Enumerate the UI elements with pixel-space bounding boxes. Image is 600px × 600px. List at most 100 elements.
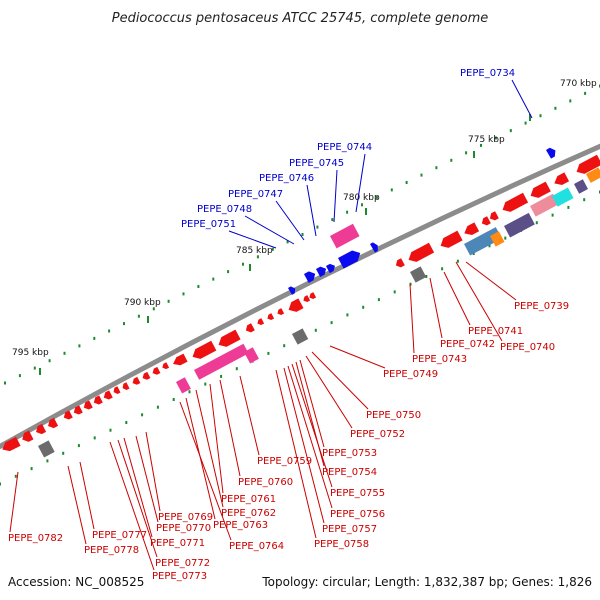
reverse-gene-shape bbox=[162, 362, 170, 370]
scale-tick bbox=[167, 299, 170, 303]
reverse-gene-label: PEPE_0742 bbox=[440, 339, 495, 350]
reverse-leader-line bbox=[443, 271, 471, 326]
reverse-gene bbox=[502, 192, 529, 212]
reverse-gene-shape bbox=[489, 211, 499, 221]
reverse-gene bbox=[288, 298, 304, 312]
reverse-gene-shape bbox=[245, 323, 255, 333]
reverse-gene bbox=[142, 371, 151, 380]
scale-tick bbox=[509, 129, 512, 133]
scale-tick bbox=[227, 270, 230, 274]
reverse-leader-line bbox=[117, 439, 158, 558]
inner-scale-tick bbox=[393, 290, 396, 294]
reverse-gene bbox=[277, 308, 285, 316]
scale-tick bbox=[450, 158, 453, 162]
forward-gene-shape bbox=[316, 266, 327, 277]
reverse-gene-shape bbox=[464, 222, 480, 236]
scale-tick bbox=[152, 307, 155, 311]
reverse-gene-label: PEPE_0771 bbox=[150, 538, 205, 549]
inner-scale-tick bbox=[125, 421, 128, 424]
forward-leader-line bbox=[511, 79, 533, 119]
forward-gene bbox=[338, 250, 361, 269]
inner-scale-tick bbox=[30, 467, 33, 471]
scale-tick bbox=[137, 314, 140, 318]
scale-tick bbox=[18, 374, 21, 378]
rna-feature-shape bbox=[292, 328, 309, 345]
reverse-gene-shape bbox=[218, 329, 241, 347]
scale-tick bbox=[420, 173, 423, 177]
forward-gene-label: PEPE_0745 bbox=[289, 158, 344, 169]
reverse-gene bbox=[576, 154, 600, 174]
reverse-gene bbox=[408, 242, 435, 262]
reverse-leader-line bbox=[9, 471, 19, 533]
reverse-gene-shape bbox=[576, 154, 600, 174]
scale-tick bbox=[4, 381, 6, 385]
reverse-gene-shape bbox=[309, 292, 317, 300]
scale-tick-label: 770 kbp bbox=[560, 79, 597, 89]
reverse-gene-shape bbox=[530, 181, 551, 198]
reverse-gene-label: PEPE_0759 bbox=[257, 456, 312, 467]
forward-gene-label: PEPE_0747 bbox=[228, 189, 283, 200]
reverse-gene bbox=[303, 295, 311, 303]
reverse-gene bbox=[122, 382, 130, 391]
reverse-leader-line bbox=[79, 461, 95, 530]
gene-labels: PEPE_0734 PEPE_0744 PEPE_0745 PEPE_0746 PEPE… bbox=[8, 68, 569, 582]
inner-scale-tick bbox=[330, 321, 333, 325]
reverse-gene-label: PEPE_0773 bbox=[152, 571, 207, 582]
gene-features bbox=[2, 147, 600, 458]
scale-tick bbox=[242, 262, 244, 266]
reverse-gene bbox=[22, 430, 34, 442]
reverse-gene-shape bbox=[63, 410, 73, 420]
reverse-gene-label: PEPE_0754 bbox=[322, 467, 377, 478]
major-tick bbox=[249, 264, 251, 271]
reverse-gene-label: PEPE_0752 bbox=[350, 429, 405, 440]
inner-scale-tick bbox=[488, 244, 491, 248]
scale-tick-label: 785 kbp bbox=[236, 246, 273, 256]
inner-scale-tick bbox=[14, 474, 17, 478]
misc-feature bbox=[530, 193, 559, 217]
reverse-gene bbox=[2, 436, 21, 452]
reverse-gene bbox=[36, 423, 47, 435]
reverse-leader-line bbox=[465, 261, 517, 301]
reverse-leader-line bbox=[109, 441, 155, 571]
reverse-gene bbox=[464, 222, 480, 236]
reverse-gene-shape bbox=[2, 436, 21, 452]
misc-feature-shape bbox=[504, 212, 535, 238]
reverse-gene-label: PEPE_0769 bbox=[158, 512, 213, 523]
reverse-leader-line bbox=[145, 431, 161, 512]
inner-scale-tick bbox=[504, 236, 507, 240]
inner-scale-tick bbox=[77, 444, 80, 448]
reverse-gene bbox=[152, 366, 161, 375]
inner-scale-tick bbox=[172, 398, 175, 401]
reverse-gene bbox=[63, 410, 73, 420]
scale-tick bbox=[78, 344, 81, 348]
reverse-gene bbox=[113, 386, 121, 395]
major-tick bbox=[473, 151, 475, 158]
reverse-gene-label: PEPE_0760 bbox=[238, 477, 293, 488]
reverse-gene bbox=[48, 417, 59, 429]
accession-text: Accession: NC_008525 bbox=[8, 575, 144, 589]
reverse-gene-shape bbox=[152, 366, 161, 375]
rna-feature-shape bbox=[38, 440, 55, 458]
reverse-leader-line bbox=[329, 345, 386, 369]
reverse-gene-label: PEPE_0778 bbox=[84, 545, 139, 556]
scale-tick-label: 780 kbp bbox=[343, 193, 380, 203]
inner-scale-tick bbox=[267, 351, 270, 355]
reverse-gene-shape bbox=[103, 390, 113, 400]
reverse-gene-label: PEPE_0753 bbox=[322, 448, 377, 459]
reverse-gene-shape bbox=[277, 308, 285, 316]
scale-tick bbox=[390, 188, 393, 192]
scale-tick bbox=[584, 91, 587, 95]
inner-scale-tick bbox=[188, 390, 191, 394]
misc-feature bbox=[489, 231, 505, 247]
scale-tick-label: 790 kbp bbox=[124, 298, 161, 308]
forward-gene bbox=[326, 263, 335, 274]
scale-tick bbox=[316, 225, 319, 229]
scale-tick bbox=[480, 143, 482, 147]
inner-scale-tick bbox=[141, 413, 144, 417]
reverse-gene-label: PEPE_0757 bbox=[322, 524, 377, 535]
reverse-gene-label: PEPE_0739 bbox=[514, 301, 569, 312]
scale-tick bbox=[271, 247, 274, 251]
misc-feature bbox=[464, 227, 502, 256]
inner-scale-tick bbox=[362, 305, 365, 309]
